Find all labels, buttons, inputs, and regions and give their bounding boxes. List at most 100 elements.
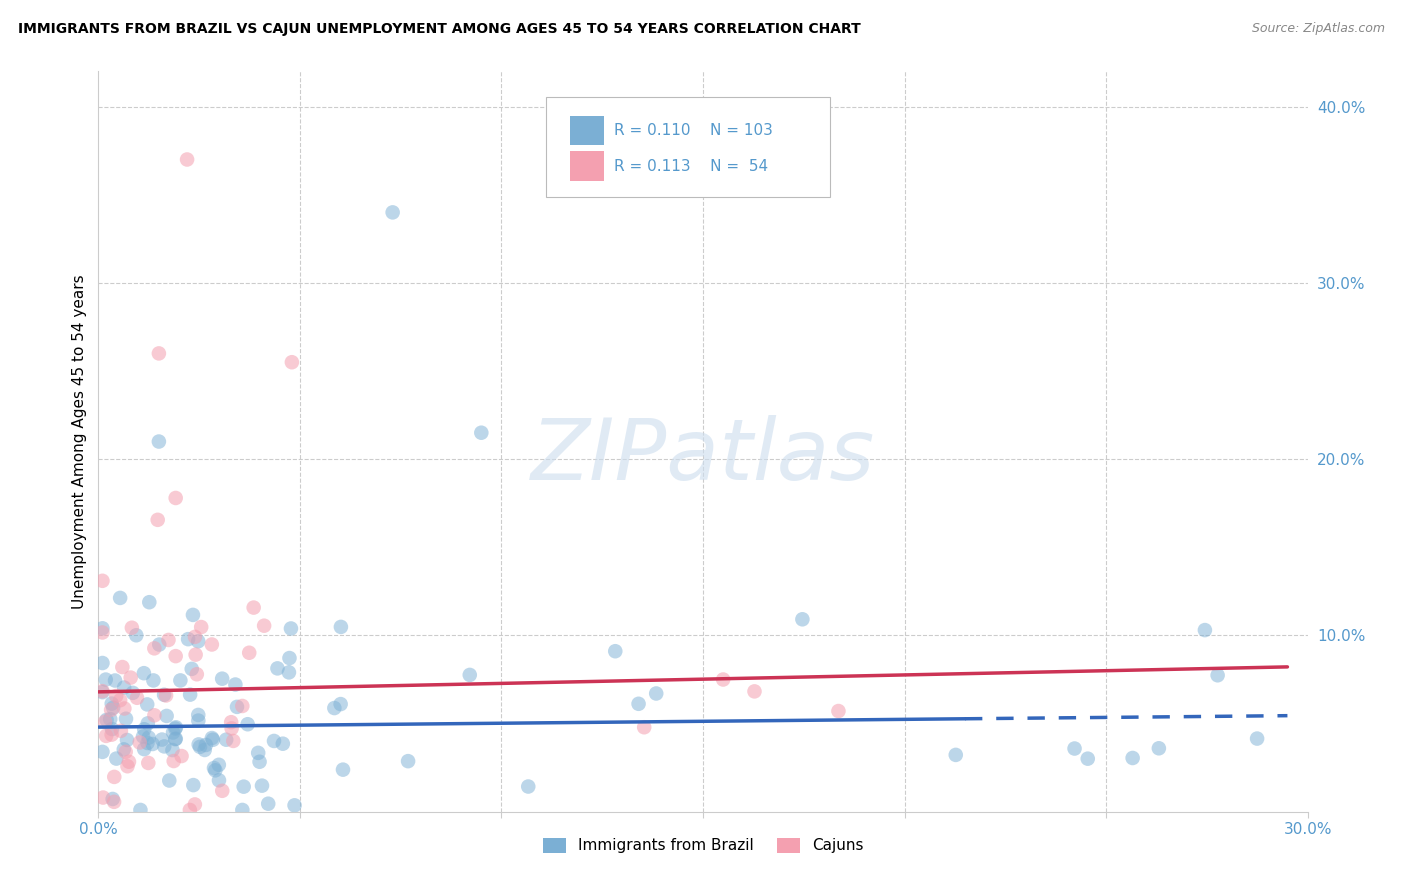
Point [257, 797, 280, 811]
Point [121, 621, 143, 635]
Point [633, 720, 655, 734]
Point [157, 632, 180, 647]
Point [162, 743, 184, 757]
Point [121, 686, 143, 700]
Point [138, 731, 160, 745]
Point [190, 620, 212, 634]
Point [105, 751, 128, 765]
Point [165, 732, 187, 747]
Point [179, 803, 201, 817]
Point [221, 722, 243, 736]
Point [266, 661, 288, 675]
Point [112, 742, 135, 756]
Point [1122, 751, 1144, 765]
Point [115, 712, 138, 726]
Point [470, 425, 492, 440]
Point [208, 757, 231, 772]
Point [224, 677, 246, 691]
Text: R = 0.113    N =  54: R = 0.113 N = 54 [613, 159, 768, 174]
Point [249, 755, 271, 769]
Point [94, 729, 117, 743]
Point [91, 745, 114, 759]
Point [143, 641, 166, 656]
Point [1246, 731, 1268, 746]
Point [250, 779, 273, 793]
Point [194, 743, 217, 757]
Point [517, 780, 540, 794]
Point [253, 618, 276, 632]
Point [231, 803, 253, 817]
Point [226, 699, 249, 714]
Point [148, 346, 170, 360]
Point [204, 764, 226, 778]
Point [143, 708, 166, 723]
Point [186, 667, 208, 681]
Point [187, 714, 209, 728]
Point [153, 739, 176, 754]
Point [165, 722, 187, 736]
Point [150, 732, 173, 747]
Point [148, 434, 170, 449]
Point [104, 673, 127, 688]
FancyBboxPatch shape [546, 97, 830, 197]
Point [176, 153, 198, 167]
Bar [569, 116, 603, 145]
Point [396, 754, 419, 768]
Point [605, 644, 627, 658]
Point [271, 737, 294, 751]
Bar [569, 152, 603, 181]
Point [1206, 668, 1229, 682]
Point [136, 698, 159, 712]
Point [156, 709, 179, 723]
Point [163, 754, 186, 768]
Point [183, 778, 205, 792]
Point [211, 672, 233, 686]
Point [112, 701, 135, 715]
Point [458, 668, 481, 682]
Text: IMMIGRANTS FROM BRAZIL VS CAJUN UNEMPLOYMENT AMONG AGES 45 TO 54 YEARS CORRELATI: IMMIGRANTS FROM BRAZIL VS CAJUN UNEMPLOY… [18, 22, 860, 37]
Point [155, 689, 177, 703]
Point [242, 600, 264, 615]
Point [165, 720, 187, 734]
Point [101, 700, 124, 714]
Point [188, 739, 211, 754]
Point [165, 649, 187, 664]
Point [142, 737, 165, 751]
Point [201, 731, 224, 745]
Text: R = 0.110    N = 103: R = 0.110 N = 103 [613, 123, 772, 138]
Point [208, 773, 231, 788]
Point [96, 713, 118, 727]
Point [115, 733, 138, 747]
Point [129, 803, 152, 817]
Text: Source: ZipAtlas.com: Source: ZipAtlas.com [1251, 22, 1385, 36]
Point [219, 715, 242, 730]
Point [128, 735, 150, 749]
Point [323, 701, 346, 715]
Point [170, 749, 193, 764]
Point [157, 773, 180, 788]
Point [381, 205, 404, 219]
Point [247, 746, 270, 760]
Point [114, 745, 136, 759]
Point [827, 704, 849, 718]
Point [105, 689, 128, 703]
Point [136, 756, 159, 770]
Point [138, 595, 160, 609]
Point [201, 638, 224, 652]
Point [125, 628, 148, 642]
Point [238, 646, 260, 660]
Point [136, 736, 159, 750]
Point [236, 717, 259, 731]
Point [169, 673, 191, 688]
Legend: Immigrants from Brazil, Cajuns: Immigrants from Brazil, Cajuns [537, 831, 869, 860]
Point [117, 759, 139, 773]
Point [142, 673, 165, 688]
Point [329, 697, 352, 711]
Point [108, 591, 131, 605]
Point [184, 648, 207, 662]
Point [278, 651, 301, 665]
Point [180, 662, 202, 676]
Point [945, 747, 967, 762]
Point [134, 742, 156, 756]
Y-axis label: Unemployment Among Ages 45 to 54 years: Unemployment Among Ages 45 to 54 years [72, 274, 87, 609]
